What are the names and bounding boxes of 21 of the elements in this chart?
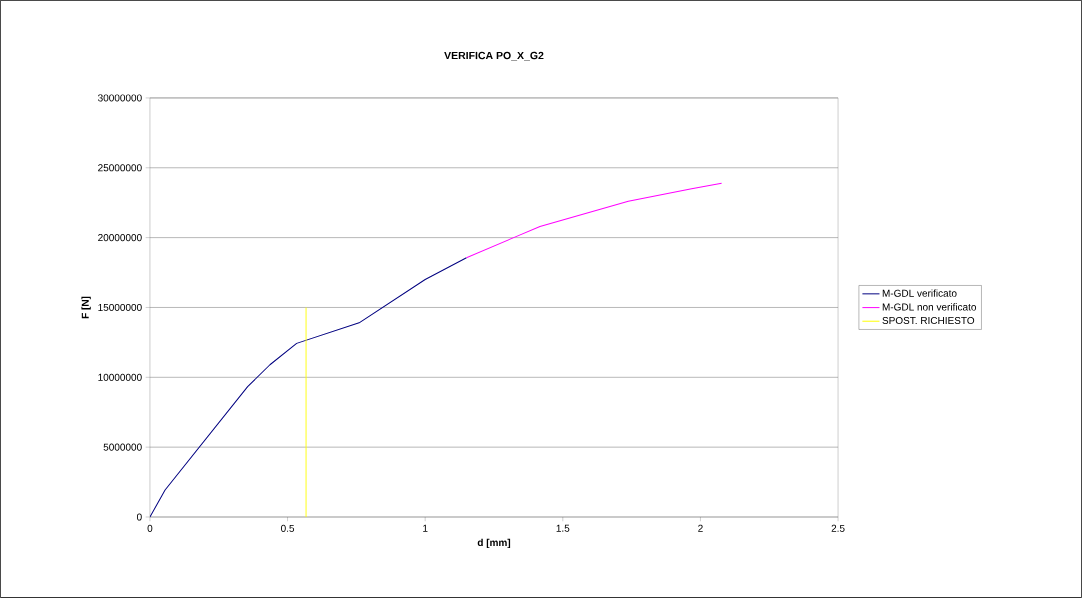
line-series (465, 182, 723, 259)
chart-title: VERIFICA PO_X_G2 (444, 51, 544, 61)
x-tick-label: 1.5 (556, 524, 570, 532)
x-tick-label: 2.5 (831, 524, 845, 532)
x-tick-label: 0 (147, 524, 153, 532)
line-series (149, 257, 467, 518)
y-tick-label: 10000000 (98, 373, 142, 381)
y-tick-label: 20000000 (98, 234, 142, 242)
y-tick-label: 25000000 (98, 164, 142, 172)
y-tick-label: 30000000 (98, 94, 142, 102)
legend-label: M-GDL non verificato (882, 303, 977, 311)
x-tick-label: 2 (698, 524, 703, 532)
y-tick-label: 15000000 (98, 303, 142, 312)
y-tick-label: 0 (136, 513, 142, 521)
legend-label: M-GDL verificato (882, 289, 957, 297)
x-tick-label: 0.5 (281, 524, 295, 532)
x-tick-label: 1 (423, 524, 428, 532)
legend-label: SPOST. RICHIESTO (882, 317, 975, 325)
y-axis-title: F [N] (81, 296, 91, 319)
x-axis-title: d [mm] (477, 538, 511, 549)
y-tick-label: 5000000 (103, 443, 142, 451)
